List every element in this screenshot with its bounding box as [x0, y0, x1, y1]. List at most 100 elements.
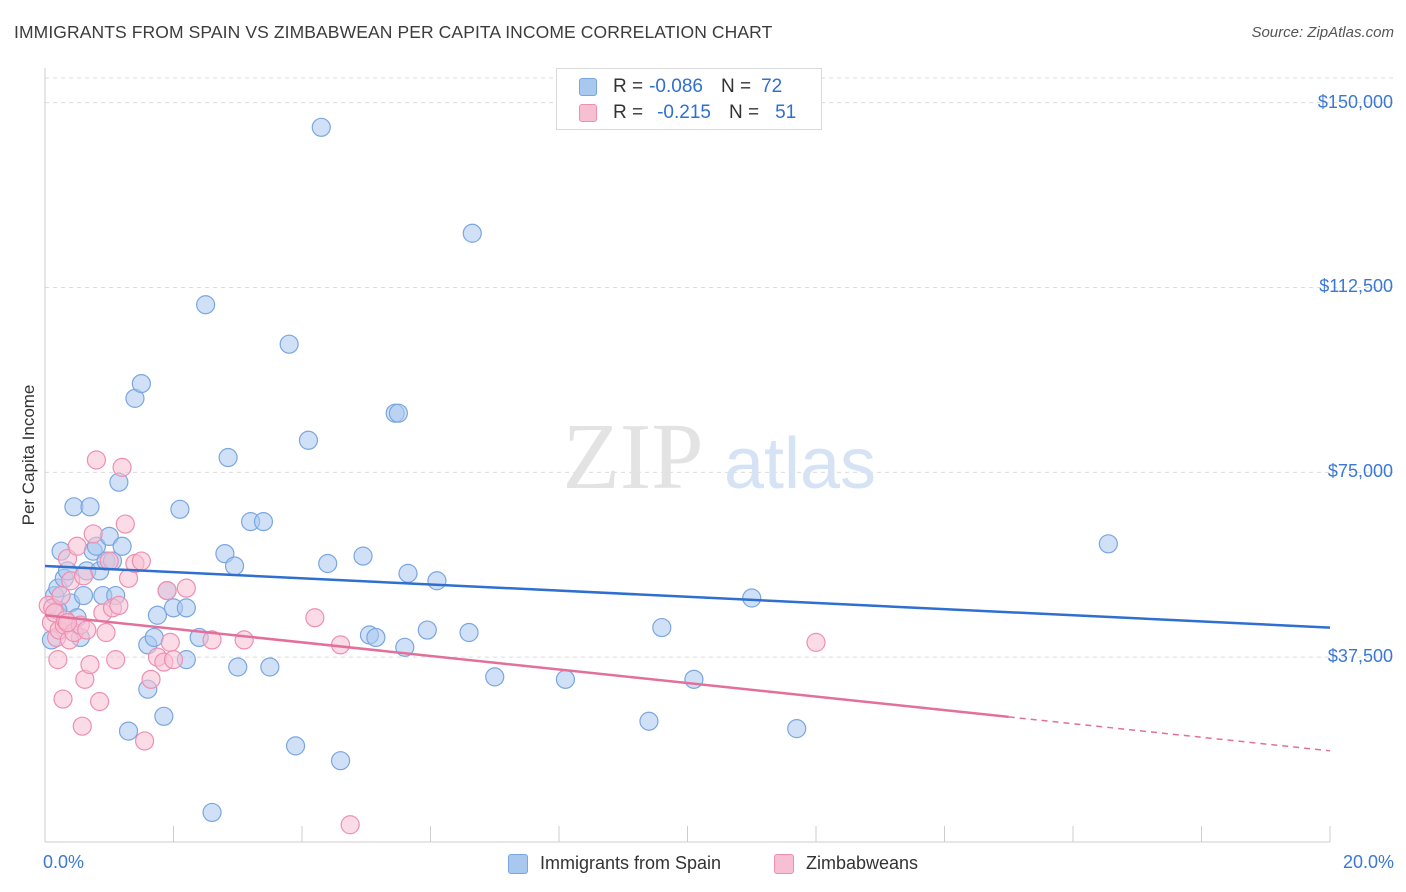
y-tick-label: $150,000 — [1317, 91, 1393, 112]
data-point[interactable] — [163, 650, 184, 670]
legend-n-value: 72 — [761, 76, 783, 97]
data-point[interactable] — [112, 536, 132, 556]
data-point[interactable] — [154, 706, 174, 726]
source-label: Source: ZipAtlas.com — [1251, 24, 1394, 41]
y-tick-label: $112,500 — [1319, 276, 1393, 297]
x-tick-label-min: 0.0% — [43, 852, 85, 872]
data-point[interactable] — [109, 595, 129, 616]
data-point[interactable] — [53, 689, 73, 709]
x-tick-label-max: 20.0% — [1342, 852, 1394, 872]
y-tick-label: $75,000 — [1327, 461, 1393, 482]
data-point[interactable] — [305, 608, 325, 628]
data-point[interactable] — [106, 650, 126, 670]
legend-r-value: -0.215 — [657, 102, 711, 123]
data-point[interactable] — [353, 546, 373, 566]
data-point[interactable] — [160, 632, 180, 652]
data-point[interactable] — [118, 721, 139, 741]
legend-r-label: R = — [613, 76, 644, 97]
data-point[interactable] — [218, 447, 238, 468]
y-tick-label: $37,500 — [1327, 646, 1393, 667]
data-point[interactable] — [417, 620, 437, 640]
data-point[interactable] — [279, 334, 299, 354]
data-point[interactable] — [99, 551, 119, 571]
data-point[interactable] — [311, 117, 331, 137]
legend-swatch-pink — [579, 104, 597, 122]
data-point[interactable] — [48, 650, 68, 670]
data-point[interactable] — [234, 630, 254, 650]
data-point[interactable] — [77, 620, 97, 640]
data-point[interactable] — [366, 627, 386, 648]
data-point[interactable] — [806, 632, 826, 652]
data-point[interactable] — [73, 566, 94, 586]
data-point[interactable] — [131, 374, 151, 394]
data-point[interactable] — [86, 450, 107, 470]
data-point[interactable] — [298, 430, 319, 450]
axes — [44, 68, 1331, 843]
legend-r-value: -0.086 — [649, 76, 703, 97]
data-point[interactable] — [459, 622, 479, 643]
data-point[interactable] — [157, 581, 177, 601]
data-point[interactable] — [196, 295, 216, 315]
data-point[interactable] — [73, 585, 94, 606]
data-point[interactable] — [170, 499, 190, 519]
data-point[interactable] — [228, 657, 248, 677]
data-point[interactable] — [67, 536, 87, 556]
data-point[interactable] — [83, 524, 103, 544]
legend-label-zimbabweans: Zimbabweans — [806, 853, 919, 873]
data-point[interactable] — [131, 551, 151, 571]
chart-title: IMMIGRANTS FROM SPAIN VS ZIMBABWEAN PER … — [14, 22, 773, 42]
data-point[interactable] — [147, 605, 168, 625]
legend-n-label: N = — [720, 76, 752, 97]
data-point[interactable] — [684, 669, 704, 689]
data-point[interactable] — [260, 657, 280, 677]
grid-lines — [45, 77, 1394, 658]
legend-item-spain[interactable]: Immigrants from Spain — [508, 853, 721, 874]
data-point[interactable] — [112, 457, 132, 477]
legend-item-zimbabweans[interactable]: Zimbabweans — [774, 853, 918, 874]
data-point[interactable] — [1098, 534, 1118, 554]
legend-row-spain: R = -0.086 N = 72 — [579, 75, 782, 99]
data-point[interactable] — [742, 588, 762, 608]
legend-swatch-blue — [579, 78, 597, 96]
data-point[interactable] — [330, 751, 351, 771]
legend-r-label: R = — [613, 102, 644, 123]
data-point[interactable] — [652, 617, 672, 638]
trend-line-extension — [1008, 716, 1331, 752]
trend-lines — [44, 564, 1331, 752]
data-point[interactable] — [555, 669, 576, 689]
data-point[interactable] — [176, 598, 196, 618]
legend-swatch-pink — [774, 853, 794, 874]
data-point[interactable] — [115, 514, 135, 534]
data-point[interactable] — [398, 563, 418, 583]
data-point[interactable] — [176, 578, 196, 598]
data-point[interactable] — [224, 556, 245, 576]
data-point[interactable] — [202, 802, 222, 823]
legend-swatch-blue — [508, 853, 528, 874]
data-point[interactable] — [64, 497, 84, 517]
data-point[interactable] — [96, 622, 116, 643]
data-point[interactable] — [253, 512, 274, 532]
data-point[interactable] — [90, 691, 110, 712]
data-point[interactable] — [80, 654, 100, 675]
data-point[interactable] — [72, 716, 92, 736]
data-point[interactable] — [202, 630, 222, 650]
series-zimbabweans — [38, 450, 826, 835]
data-point[interactable] — [485, 667, 505, 687]
data-point[interactable] — [340, 815, 360, 835]
data-point[interactable] — [141, 669, 161, 689]
data-point[interactable] — [51, 585, 71, 606]
data-point[interactable] — [80, 497, 100, 517]
data-point[interactable] — [388, 403, 408, 423]
data-point[interactable] — [639, 711, 659, 731]
data-point[interactable] — [462, 223, 482, 243]
legend-row-zimbabweans: R = -0.215 N = 51 — [579, 101, 796, 125]
data-point[interactable] — [427, 571, 447, 591]
legend-n-label: N = — [728, 102, 760, 123]
data-point[interactable] — [134, 731, 155, 751]
data-point[interactable] — [144, 627, 164, 648]
watermark-zip: ZIP — [563, 405, 704, 509]
data-point[interactable] — [787, 719, 807, 739]
data-point[interactable] — [285, 736, 306, 756]
data-point[interactable] — [318, 553, 338, 574]
